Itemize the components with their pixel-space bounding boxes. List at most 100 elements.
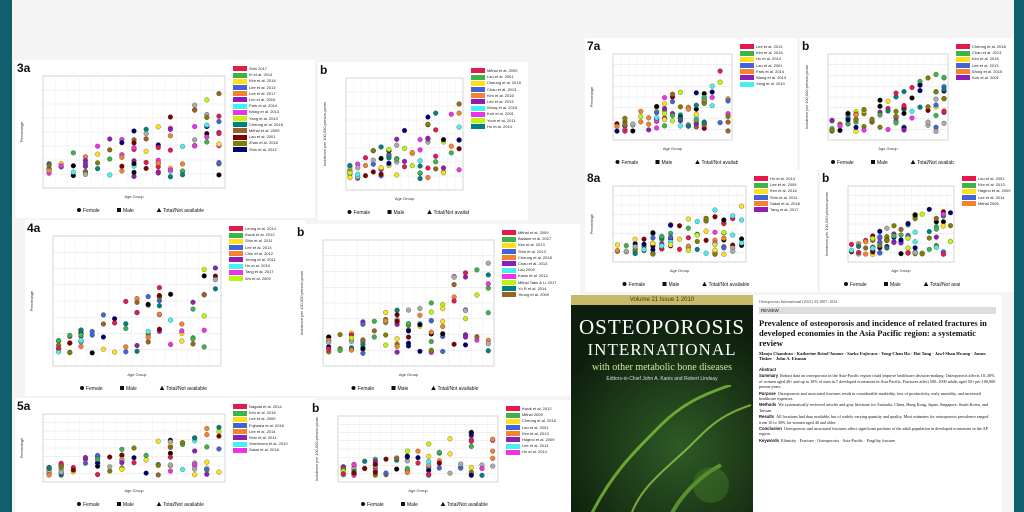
legend-entry: Yeung et al. 2011: [229, 257, 303, 263]
legend-text: Lee et al. 2013: [249, 84, 276, 90]
dot: [167, 114, 173, 120]
legend-entry: Cheung et al. 2018: [233, 122, 313, 128]
dot: [456, 124, 462, 130]
dot: [877, 112, 883, 118]
chart-panel: b Incidence per 100,000 person-years Age G…: [820, 170, 1014, 292]
dot: [721, 217, 727, 223]
legend-swatch: [233, 122, 247, 128]
legend-text: Chau et al. 2013: [518, 261, 548, 267]
dot: [933, 234, 939, 240]
dot: [167, 462, 173, 468]
legend-entry: Chau et al. 2013: [502, 261, 578, 267]
legend-text: Fujiwara et al. 2016: [249, 422, 284, 428]
dot: [623, 248, 629, 254]
dot: [192, 107, 198, 113]
dot: [167, 174, 173, 180]
legend-swatch: [471, 74, 485, 80]
legend-swatch: [962, 201, 976, 207]
dot: [131, 455, 137, 461]
legend-text: Lee et al. 2013: [756, 44, 783, 49]
dot: [448, 143, 454, 149]
legend-entry: Cheung et al. 2018: [502, 255, 578, 261]
y-axis-label: Incidence per 100,000 person-years: [824, 192, 829, 256]
dot: [404, 448, 410, 454]
legend: Mithal et al. 2009 Lau et al. 2001 Cheung …: [471, 68, 526, 130]
dot: [167, 167, 173, 173]
dot: [440, 348, 446, 355]
dot: [204, 122, 210, 128]
dot: [885, 98, 891, 104]
legend-swatch: [229, 257, 243, 263]
legend-entry: Kim et al. 2016: [740, 50, 795, 56]
legend-swatch: [956, 50, 970, 56]
legend-label: Male: [669, 282, 680, 288]
legend-swatch: [233, 116, 247, 122]
dot: [863, 245, 869, 251]
legend-swatch: [754, 207, 768, 213]
y-axis-label: Incidence per 100,000 person-years: [299, 271, 304, 335]
legend-symbol: [702, 281, 707, 286]
dot: [409, 150, 415, 156]
dot: [440, 331, 446, 337]
dot: [212, 277, 218, 283]
dot: [89, 350, 95, 356]
legend-swatch: [233, 128, 247, 134]
legend-text: Kim et al. 2016: [972, 56, 999, 62]
dot: [143, 470, 149, 476]
legend-swatch: [471, 124, 485, 130]
legend-swatch: [506, 412, 520, 418]
legend-text: Cheung et al. 2018: [518, 254, 552, 260]
chart: b Incidence per 100,000 person-years Age G…: [802, 39, 954, 166]
dot: [372, 461, 378, 467]
legend-text: Lau et al. 2001: [978, 176, 1005, 181]
legend-entry: Mithal et al. 2009: [471, 68, 526, 74]
dot: [404, 469, 410, 476]
legend-swatch: [229, 232, 243, 238]
dot: [863, 251, 869, 257]
dot: [901, 127, 907, 133]
dot: [462, 334, 469, 340]
dot: [415, 455, 421, 461]
legend-swatch: [502, 280, 516, 286]
dot: [901, 103, 907, 109]
dot: [685, 123, 691, 129]
legend-swatch: [233, 410, 247, 416]
legend-swatch: [506, 406, 520, 412]
dot: [216, 424, 222, 430]
legend-symbol: [351, 386, 356, 390]
dot: [474, 267, 480, 273]
dot: [168, 291, 174, 297]
legend-swatch: [962, 176, 976, 182]
dot: [458, 461, 464, 467]
legend-swatch: [502, 267, 516, 273]
legend-entry: Shin et al. 2012: [233, 147, 313, 153]
dot: [78, 332, 84, 338]
dot: [360, 337, 366, 343]
dot: [856, 243, 862, 249]
legend-swatch: [233, 66, 247, 72]
dot: [641, 246, 647, 253]
dot: [362, 155, 369, 161]
dot: [360, 345, 366, 352]
dot: [940, 251, 946, 257]
legend-entry: Fujiwara et al. 2016: [233, 423, 313, 429]
legend-swatch: [740, 44, 754, 50]
abstract: Abstract Summary Robust data on osteoporos…: [759, 367, 996, 443]
dot: [662, 95, 668, 101]
dot: [925, 119, 931, 125]
dot: [204, 134, 210, 140]
dot: [433, 153, 439, 159]
abstract-section: Conclusion Osteoporosis and associated fr…: [759, 426, 996, 437]
dot: [204, 444, 210, 450]
legend: Lau et al. 2001 Kim et al. 2013 Hagino et …: [962, 176, 1012, 207]
dot: [926, 235, 932, 241]
dot: [371, 318, 377, 324]
legend-swatch: [233, 85, 247, 91]
dot: [451, 274, 457, 280]
abstract-section: Summary Robust data on osteoporosis in th…: [759, 373, 996, 389]
dot: [386, 160, 392, 166]
dot: [107, 454, 113, 460]
dot: [933, 244, 939, 251]
legend-label: Male: [123, 208, 134, 214]
